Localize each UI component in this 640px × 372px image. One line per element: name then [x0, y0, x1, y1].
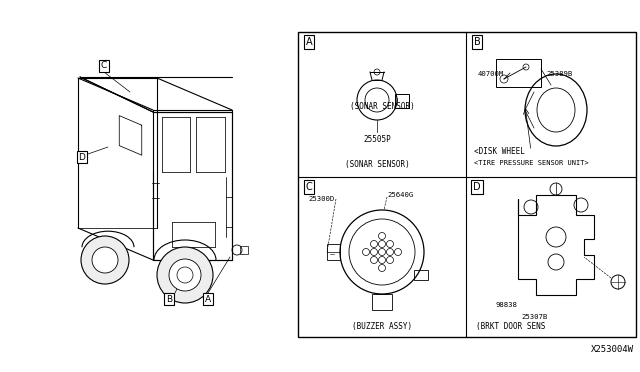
Text: 40700M: 40700M — [478, 71, 504, 77]
Text: (SONAR SENSOR): (SONAR SENSOR) — [349, 103, 414, 112]
Text: B: B — [166, 295, 172, 304]
Text: C: C — [306, 182, 312, 192]
Text: 25505P: 25505P — [363, 135, 391, 144]
Circle shape — [92, 247, 118, 273]
Text: (BUZZER ASSY): (BUZZER ASSY) — [352, 323, 412, 331]
Text: X253004W: X253004W — [591, 344, 634, 353]
Bar — [414, 270, 428, 280]
Text: D: D — [79, 153, 85, 161]
Circle shape — [157, 247, 213, 303]
Text: 98838: 98838 — [496, 302, 518, 308]
Text: 25307B: 25307B — [521, 314, 547, 320]
Circle shape — [81, 236, 129, 284]
Bar — [240, 246, 248, 254]
Bar — [496, 59, 541, 87]
Text: (BRKT DOOR SENS: (BRKT DOOR SENS — [476, 323, 545, 331]
Text: 25640G: 25640G — [387, 192, 413, 198]
Text: B: B — [474, 37, 481, 47]
Text: D: D — [473, 182, 481, 192]
Text: A: A — [306, 37, 312, 47]
Bar — [327, 244, 340, 260]
Bar — [372, 294, 392, 310]
Text: 25389B: 25389B — [546, 71, 572, 77]
Text: 25300D: 25300D — [308, 196, 334, 202]
Bar — [298, 32, 636, 337]
Text: (SONAR SENSOR): (SONAR SENSOR) — [344, 160, 410, 170]
Text: <DISK WHEEL: <DISK WHEEL — [474, 147, 525, 155]
Text: C: C — [101, 61, 107, 71]
Bar — [395, 94, 409, 108]
Text: <TIRE PRESSURE SENSOR UNIT>: <TIRE PRESSURE SENSOR UNIT> — [474, 160, 589, 166]
Text: A: A — [205, 295, 211, 304]
Circle shape — [169, 259, 201, 291]
